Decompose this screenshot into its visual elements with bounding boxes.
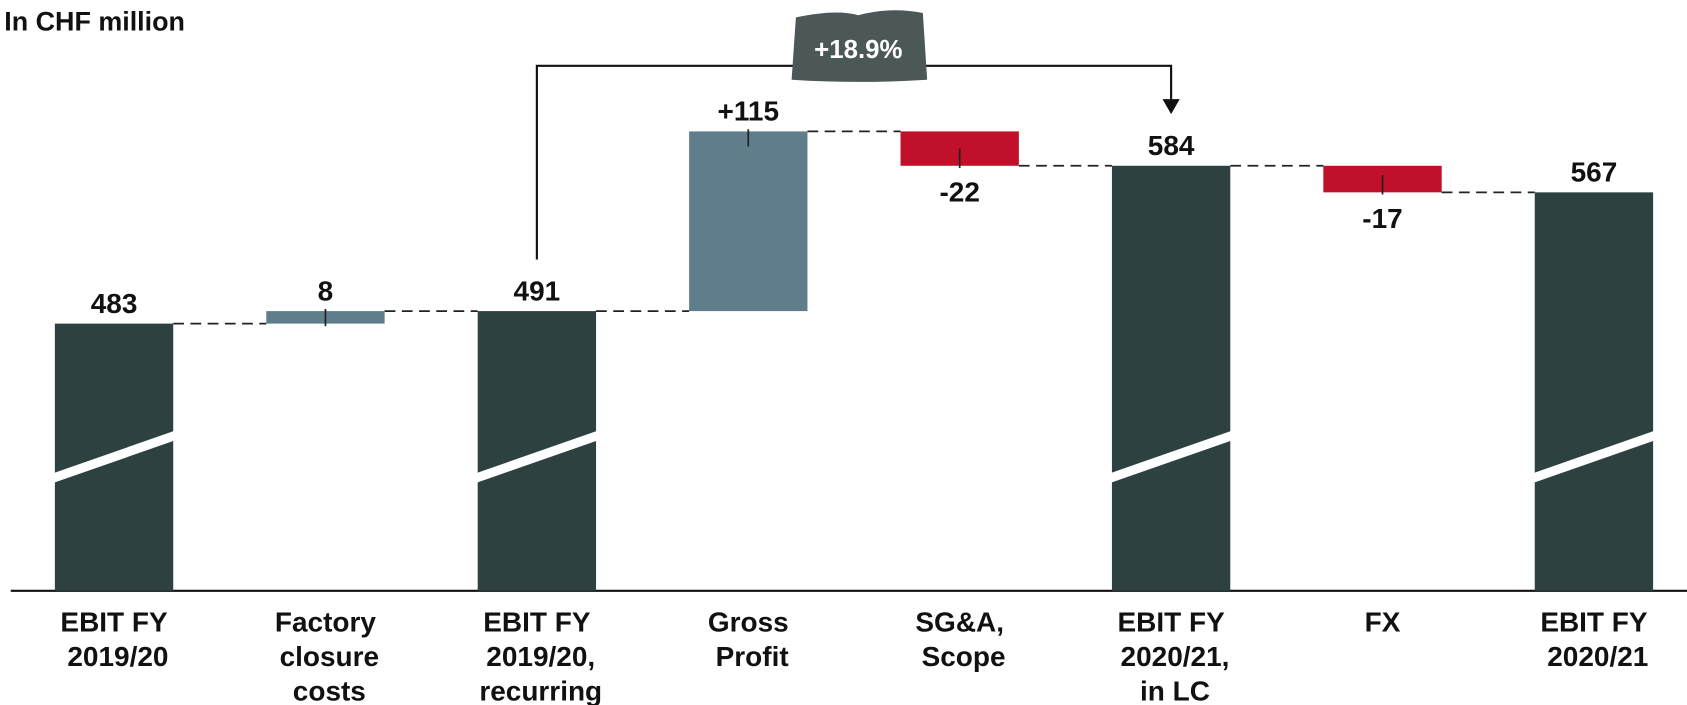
bar	[689, 131, 808, 312]
value-label: 483	[91, 288, 138, 319]
bar	[477, 311, 597, 591]
value-label: 8	[318, 275, 334, 306]
annotation-text: +18.9%	[814, 36, 902, 64]
axis-break	[1526, 429, 1662, 486]
axis-break-line	[45, 428, 183, 478]
value-label: 491	[514, 275, 561, 306]
bracket	[535, 64, 1173, 260]
x-tick-label: Factory closure costs	[272, 607, 379, 705]
value-label: 584	[1148, 130, 1195, 161]
value-label: +115	[718, 96, 779, 127]
x-tick-label: EBIT FY 2019/20, recurring	[472, 607, 603, 705]
bar	[1534, 192, 1654, 591]
value-label: -17	[1362, 203, 1402, 234]
bar	[1111, 165, 1231, 591]
value-label: 567	[1571, 157, 1618, 188]
x-tick-label: EBIT FY 2020/21, in LC	[1113, 607, 1230, 705]
axis-break	[1103, 429, 1239, 486]
x-tick-label: FX	[1365, 607, 1401, 638]
subtitle: In CHF million	[4, 6, 185, 36]
axis-break	[46, 429, 182, 486]
axis-break	[469, 429, 605, 486]
badge	[791, 10, 928, 82]
x-tick-label: EBIT FY 2020/21	[1539, 607, 1648, 672]
arrow-head	[1162, 99, 1180, 115]
value-label: -22	[939, 176, 979, 207]
axis-break-line	[1102, 428, 1240, 478]
x-tick-label: Gross Profit	[708, 607, 789, 672]
x-tick-label: SG&A, Scope	[914, 607, 1006, 672]
axis-break-line	[1525, 428, 1663, 478]
x-tick-label: EBIT FY 2019/20	[60, 607, 169, 672]
axis-break-line	[468, 428, 606, 478]
